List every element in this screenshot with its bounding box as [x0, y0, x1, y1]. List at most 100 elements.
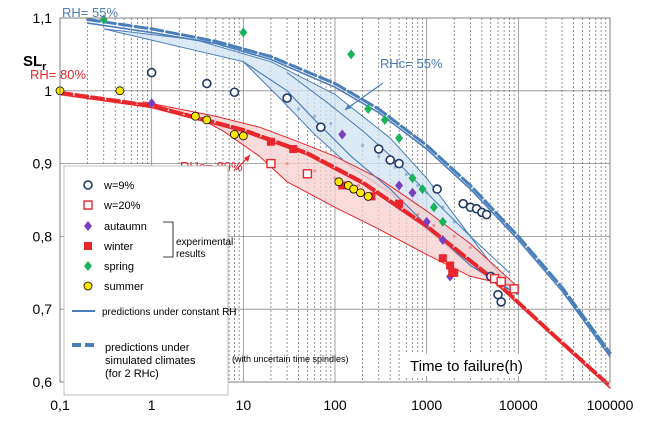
- legend-group-bracket: [163, 221, 174, 258]
- legend-group-label-1: experimental: [176, 237, 233, 248]
- data-point-autaumn: [147, 98, 156, 109]
- y-axis-label-main: SL: [23, 53, 42, 70]
- annotation-rh-55: RH= 55%: [62, 5, 118, 20]
- data-point-winter: [438, 254, 447, 263]
- data-point-w-20-: [496, 276, 506, 287]
- faint-dot-red: [356, 183, 360, 188]
- faint-dot-red: [285, 162, 289, 166]
- data-point-winter: [338, 181, 347, 190]
- x-tick-label-0: 0,1: [50, 397, 70, 413]
- data-point-summer: [191, 111, 200, 121]
- annotation-rhc-55: RHc= 55%: [380, 56, 443, 71]
- legend-label-simulated-2: simulated climates: [105, 355, 196, 367]
- faint-dot-red: [313, 169, 317, 173]
- faint-dot-red: [432, 223, 436, 228]
- data-point-spring: [438, 216, 447, 227]
- data-point-w-9-: [458, 198, 468, 209]
- data-point-w-9-: [481, 209, 492, 220]
- legend-label-autaumn: autaumn: [104, 221, 147, 233]
- faint-dot-blue: [296, 107, 301, 111]
- data-point-autaumn: [422, 216, 431, 227]
- legend-marker-w-20-: [83, 200, 93, 210]
- y-tick-label-0: 0,6: [33, 374, 53, 390]
- data-point-w-9-: [229, 87, 240, 98]
- legend-label-constant: predictions under constant RH: [102, 307, 237, 318]
- data-point-summer: [238, 131, 248, 141]
- data-point-winter: [446, 261, 455, 270]
- legend-label-w20: w=20%: [103, 200, 141, 212]
- data-point-spring: [364, 104, 373, 114]
- faint-dot-blue: [313, 114, 317, 118]
- y-axis-label-sub: r: [42, 61, 47, 73]
- data-point-w-20-: [266, 158, 276, 169]
- legend-marker-spring: [84, 261, 92, 271]
- prediction-curves: [58, 18, 612, 389]
- data-point-autaumn: [438, 235, 447, 246]
- legend-marker-winter: [84, 242, 92, 250]
- legend-marker-w-9-: [83, 180, 93, 190]
- legend: w=9% w=20% autaumn winter spring summer …: [63, 165, 349, 396]
- data-point-spring: [429, 202, 438, 213]
- data-point-winter: [289, 145, 298, 154]
- data-point-autaumn: [395, 180, 404, 191]
- legend-label-winter: winter: [103, 241, 134, 253]
- curve-4: [58, 90, 612, 388]
- data-point-spring: [347, 49, 356, 60]
- arrow-rhc-55: [344, 82, 384, 111]
- x-tick-label-5: 10000: [499, 397, 538, 413]
- annotation-arrows: [235, 82, 384, 171]
- x-tick-label-1: 1: [148, 397, 156, 413]
- data-point-w-9-: [373, 144, 384, 154]
- legend-note: (with uncertain time spindles): [232, 354, 349, 364]
- y-axis-label: SLr: [23, 53, 47, 73]
- curve-1: [86, 22, 611, 358]
- legend-label-simulated-3: (for 2 RHc): [105, 368, 159, 380]
- faint-dot-blue: [360, 143, 365, 147]
- faint-dot-red: [468, 245, 473, 249]
- data-point-w-9-: [202, 78, 212, 89]
- y-tick-label-5: 1,1: [33, 10, 53, 26]
- curve-2: [242, 61, 519, 296]
- data-point-spring: [239, 27, 248, 38]
- data-point-spring: [395, 133, 404, 144]
- data-point-w-9-: [496, 297, 506, 307]
- faint-dot-blue: [377, 154, 381, 158]
- curve-5: [59, 93, 611, 389]
- legend-markers: [83, 180, 93, 291]
- legend-label-spring: spring: [104, 261, 134, 273]
- y-tick-label-1: 0,7: [33, 301, 53, 317]
- y-tick-label-2: 0,8: [33, 228, 53, 244]
- data-point-w-9-: [385, 155, 395, 165]
- data-point-w-20-: [509, 284, 519, 294]
- experimental-points: [55, 14, 519, 307]
- x-tick-label-6: 100000: [587, 397, 634, 413]
- faint-dot-blue: [329, 121, 333, 126]
- data-point-summer: [115, 86, 125, 96]
- x-tick-label-4: 1000: [411, 397, 442, 413]
- arrowhead-rhc-55: [345, 104, 352, 110]
- plot-frame: [59, 17, 611, 383]
- data-point-w-9-: [282, 93, 292, 103]
- data-point-summer: [230, 130, 239, 139]
- x-axis-label: Time to failure(h): [410, 358, 523, 375]
- data-point-w-9-: [432, 184, 442, 194]
- y-tick-label-4: 1: [44, 83, 52, 99]
- data-point-spring: [99, 14, 108, 25]
- y-tick-label-3: 0,9: [33, 156, 53, 172]
- legend-label-w9: w=9%: [103, 180, 134, 192]
- tick-labels: 0,1 1 10 100 1000 10000 100000 0,6 0,7 0,8 0,9 1 1,1: [33, 10, 634, 413]
- data-point-autaumn: [338, 129, 347, 140]
- data-point-summer: [356, 188, 365, 198]
- data-point-autaumn: [408, 187, 417, 198]
- legend-group-label-2: results: [176, 249, 205, 260]
- data-point-w-9-: [146, 67, 157, 78]
- legend-label-summer: summer: [104, 281, 144, 293]
- data-point-winter: [266, 137, 275, 146]
- data-point-winter: [395, 199, 404, 208]
- arrowhead-rhc-80: [244, 155, 250, 162]
- data-point-w-9-: [394, 158, 404, 169]
- x-axis-label-bg: [406, 354, 540, 376]
- curve-0: [86, 18, 612, 355]
- data-point-summer: [202, 115, 212, 125]
